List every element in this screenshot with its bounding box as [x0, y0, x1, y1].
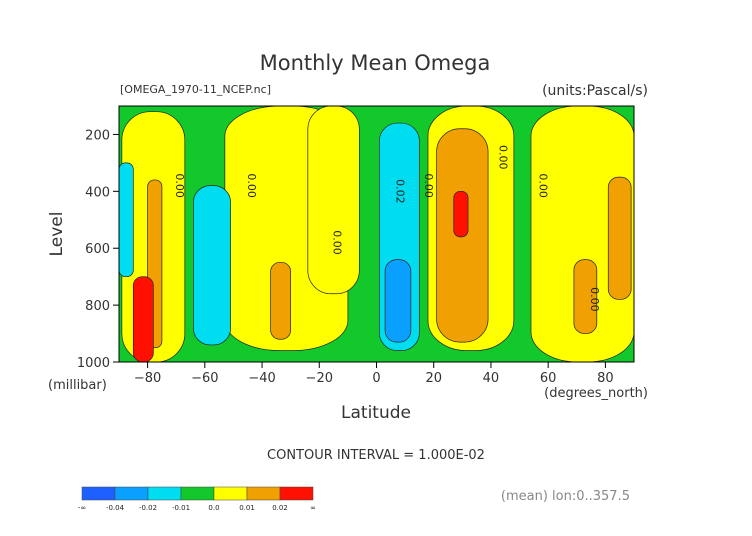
contour-region-14 — [573, 259, 598, 334]
contour-label-0: 0.00 — [173, 173, 186, 198]
chart-title: Monthly Mean Omega — [260, 51, 491, 75]
contour-region-7 — [193, 185, 231, 346]
contour-label-7: 0.00 — [588, 287, 601, 312]
legend-tick-label-2: -0.02 — [139, 504, 157, 512]
y-tick-label-1: 400 — [85, 185, 110, 200]
color-legend: -∞ -0.04 -0.02 -0.01 0.0 0.01 0.02 ∞ — [78, 486, 316, 512]
legend-swatch-0 — [81, 486, 116, 501]
footer-note: (mean) lon:0..357.5 — [501, 489, 630, 504]
legend-swatch-2 — [147, 486, 182, 501]
contour-region-5 — [530, 106, 634, 362]
contour-label-4: 0.00 — [422, 173, 435, 198]
legend-tick-label-4: 0.0 — [208, 504, 219, 512]
contour-region-9 — [384, 259, 412, 343]
contour-region-16 — [132, 276, 154, 362]
legend-swatch-5 — [246, 486, 281, 501]
x-tick-label-1: −60 — [191, 371, 218, 386]
x-tick-label-5: 20 — [425, 371, 442, 386]
x-tick-label-4: 0 — [372, 371, 380, 386]
contour-region-15 — [453, 190, 469, 238]
legend-tick-label-7: ∞ — [310, 504, 316, 512]
y-axis: 200 400 600 800 1000 — [77, 128, 119, 371]
contour-interval-label: CONTOUR INTERVAL = 1.000E-02 — [267, 448, 485, 463]
contour-region-3 — [307, 106, 360, 295]
x-axis: −80 −60 −40 −20 0 20 40 60 80 — [134, 362, 614, 386]
contour-label-1: 0.00 — [245, 173, 258, 198]
contour-region-6 — [119, 162, 134, 278]
legend-swatch-4 — [213, 486, 248, 501]
x-unit-label: (degrees_north) — [544, 386, 648, 401]
legend-swatch-6 — [279, 486, 314, 501]
y-tick-label-4: 1000 — [77, 356, 110, 371]
legend-tick-label-5: 0.01 — [239, 504, 255, 512]
x-tick-label-0: −80 — [134, 371, 161, 386]
contour-region-13 — [607, 176, 632, 300]
file-label: [OMEGA_1970-11_NCEP.nc] — [120, 83, 271, 96]
y-axis-label: Level — [47, 212, 67, 257]
legend-tick-label-3: -0.01 — [172, 504, 190, 512]
contour-regions — [119, 106, 634, 362]
legend-tick-label-0: -∞ — [78, 504, 86, 512]
contour-label-5: 0.00 — [497, 145, 510, 170]
x-tick-label-3: −20 — [306, 371, 333, 386]
x-tick-label-2: −40 — [248, 371, 275, 386]
legend-swatch-1 — [114, 486, 149, 501]
contour-label-6: 0.00 — [537, 173, 550, 198]
y-tick-label-2: 600 — [85, 242, 110, 257]
x-tick-label-6: 40 — [483, 371, 500, 386]
contour-label-3: 0.02 — [394, 179, 407, 204]
contour-label-2: 0.00 — [331, 230, 344, 255]
contour-labels: 0.00 0.00 0.00 0.02 0.00 0.00 0.00 0.00 — [173, 145, 601, 312]
legend-tick-label-6: 0.02 — [272, 504, 288, 512]
contour-region-11 — [270, 262, 292, 340]
x-tick-label-8: 80 — [597, 371, 614, 386]
y-tick-label-0: 200 — [85, 128, 110, 143]
legend-swatch-3 — [180, 486, 215, 501]
units-label: (units:Pascal/s) — [542, 83, 648, 99]
legend-tick-label-1: -0.04 — [106, 504, 125, 512]
y-unit-label: (millibar) — [48, 378, 107, 393]
y-tick-label-3: 800 — [85, 299, 110, 314]
x-axis-label: Latitude — [341, 403, 411, 423]
x-tick-label-7: 60 — [540, 371, 557, 386]
